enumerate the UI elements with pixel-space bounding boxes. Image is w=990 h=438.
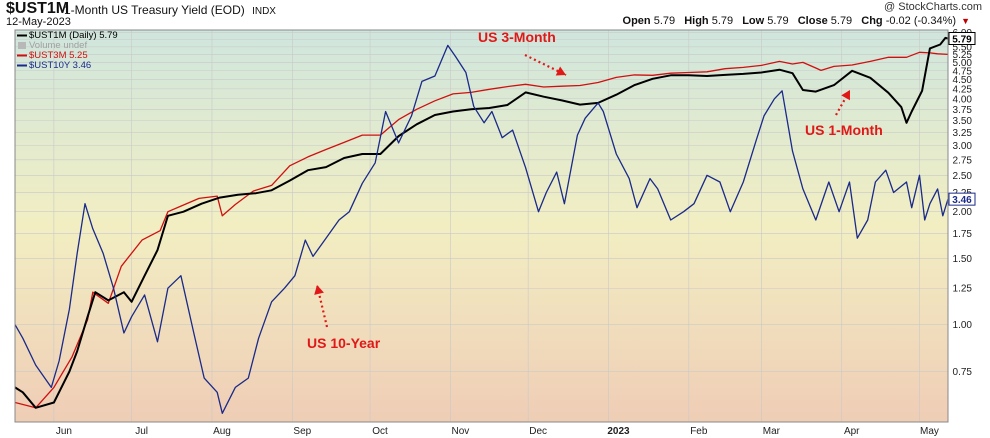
exchange-text: INDX (252, 6, 276, 17)
low-value: 5.79 (767, 15, 789, 27)
chart-description: 1-Month US Treasury Yield (EOD) INDX (64, 3, 276, 17)
y-tick-label: 1.25 (953, 284, 973, 295)
plot-background (15, 30, 948, 422)
chg-value: -0.02 (-0.34%) (885, 15, 957, 27)
x-tick-label: Feb (690, 426, 708, 437)
y-tick-label: 2.00 (953, 207, 973, 218)
x-tick-label: May (920, 426, 939, 437)
annotation-arrowhead (314, 285, 324, 295)
annotations: US 3-Month US 1-Month US 10-Year (307, 29, 883, 351)
down-arrow-icon: ▼ (961, 16, 970, 26)
y-tick-label: 2.50 (953, 171, 973, 182)
x-tick-label: Nov (452, 426, 470, 437)
high-label: High (684, 15, 709, 27)
open-value: 5.79 (653, 15, 676, 27)
x-tick-label: Aug (213, 426, 231, 437)
legend-entry: $UST3M 5.25 (29, 50, 88, 61)
y-tick-label: 1.00 (953, 320, 973, 331)
annotation-label: US 1-Month (805, 122, 883, 138)
plot-frame (14, 29, 949, 423)
x-tick-label: Mar (763, 426, 781, 437)
y-tick-label: 3.50 (953, 116, 973, 127)
y-tick-label: 3.25 (953, 128, 973, 139)
annotation-arrowhead (555, 66, 566, 76)
x-tick-label: Jul (135, 426, 148, 437)
ohlc-readout: Open 5.79 High 5.79 Low 5.79 Close 5.79 … (623, 15, 970, 27)
last-value-box (948, 31, 976, 45)
x-tick-label: Jun (56, 426, 72, 437)
y-tick-label: 4.75 (953, 66, 973, 77)
last-value-box (948, 192, 976, 206)
y-tick-label: 5.00 (953, 58, 973, 69)
y-tick-label: 3.00 (953, 141, 973, 152)
description-text: 1-Month US Treasury Yield (EOD) (64, 3, 245, 17)
series-line-ust3m (15, 51, 948, 409)
series-line-ust1m (15, 36, 948, 409)
y-tick-label: 4.00 (953, 94, 973, 105)
series-layer (15, 36, 948, 414)
open-label: Open (622, 15, 651, 27)
legend-entry: $UST10Y 3.46 (29, 60, 91, 71)
y-tick-label: 5.50 (953, 42, 973, 53)
x-tick-label: Apr (844, 426, 860, 437)
legend-entry: Volume undef (29, 40, 87, 51)
close-value: 5.79 (830, 15, 853, 27)
y-tick-label: 4.25 (953, 84, 973, 95)
y-tick-label: 5.25 (953, 50, 973, 61)
x-tick-label: 2023 (607, 426, 630, 437)
chart-date: 12-May-2023 (6, 16, 71, 28)
last-value-text: 5.79 (952, 34, 972, 45)
low-label: Low (742, 15, 765, 27)
annotation-arrowhead (841, 90, 850, 101)
y-tick-label: 4.50 (953, 75, 973, 86)
chg-label: Chg (861, 15, 883, 27)
last-value-labels: 5.79 3.46 (948, 31, 976, 206)
x-tick-label: Sep (293, 426, 311, 437)
close-label: Close (797, 15, 828, 27)
y-tick-label: 2.75 (953, 155, 973, 166)
last-value-text: 3.46 (952, 195, 972, 206)
series-line-ust10y (15, 44, 948, 414)
legend-entry: $UST1M (Daily) 5.79 (29, 30, 118, 41)
annotation-label: US 10-Year (307, 335, 381, 351)
annotation-label: US 3-Month (478, 29, 556, 45)
legend-swatch (18, 42, 26, 49)
y-tick-label: 3.75 (953, 105, 973, 116)
y-tick-label: 0.75 (953, 367, 973, 378)
watermark: @ StockCharts.com (884, 1, 982, 13)
symbol: $UST1M (6, 0, 70, 17)
y-tick-label: 1.75 (953, 229, 973, 240)
x-tick-label: Dec (529, 426, 547, 437)
x-axis: Jun Jul Aug Sep Oct Nov Dec 2023 Feb Mar Apr May (56, 426, 939, 437)
y-tick-label: 1.50 (953, 254, 973, 265)
x-tick-label: Oct (372, 426, 388, 437)
high-value: 5.79 (711, 15, 734, 27)
